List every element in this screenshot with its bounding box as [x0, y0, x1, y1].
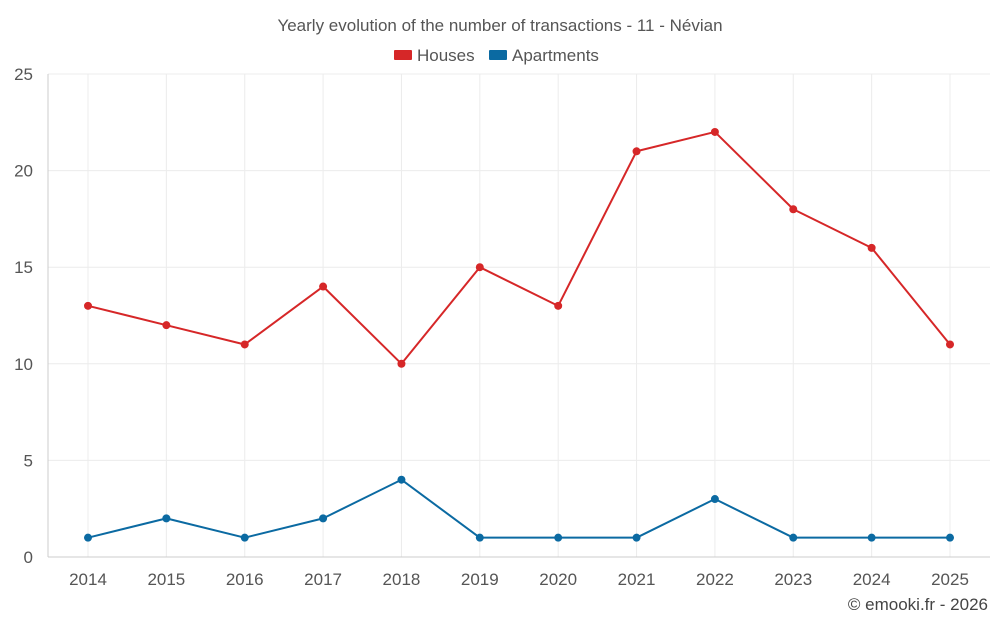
data-point-houses	[710, 127, 719, 136]
y-tick-label: 25	[14, 65, 33, 84]
data-point-apartments	[710, 495, 719, 504]
series-line-houses	[87, 130, 951, 365]
data-point-houses	[475, 263, 484, 272]
x-tick-label: 2020	[539, 570, 577, 589]
data-point-apartments	[946, 533, 954, 542]
data-point-houses	[789, 205, 798, 214]
x-tick-label: 2017	[304, 570, 342, 589]
data-point-houses	[84, 301, 92, 310]
x-tick-label: 2014	[69, 570, 107, 589]
data-point-apartments	[554, 533, 563, 542]
x-tick-label: 2022	[696, 570, 734, 589]
data-point-apartments	[240, 533, 249, 542]
data-point-houses	[632, 147, 641, 156]
y-tick-label: 5	[24, 451, 33, 470]
y-tick-label: 20	[14, 162, 33, 181]
data-point-houses	[946, 340, 954, 349]
data-point-houses	[162, 321, 171, 330]
grid	[48, 73, 990, 557]
legend-label-houses: Houses	[417, 46, 475, 65]
legend: Houses Apartments	[394, 46, 599, 65]
series-layer	[84, 127, 954, 542]
y-tick-label: 15	[14, 258, 33, 277]
data-point-apartments	[84, 533, 92, 542]
data-point-apartments	[397, 475, 406, 484]
data-point-houses	[867, 243, 876, 252]
x-tick-label: 2021	[618, 570, 656, 589]
data-point-apartments	[162, 514, 171, 523]
data-point-apartments	[475, 533, 484, 542]
legend-swatch-apartments	[489, 50, 507, 60]
data-point-apartments	[319, 514, 328, 523]
x-tick-label: 2018	[383, 570, 421, 589]
legend-swatch-houses	[394, 50, 412, 60]
data-point-apartments	[789, 533, 798, 542]
data-point-apartments	[867, 533, 876, 542]
x-tick-label: 2024	[853, 570, 891, 589]
x-tick-label: 2015	[147, 570, 185, 589]
data-point-houses	[397, 359, 406, 368]
series-apartments	[84, 475, 954, 542]
credit-text: © emooki.fr - 2026	[848, 595, 988, 614]
x-tick-label: 2023	[774, 570, 812, 589]
data-point-houses	[240, 340, 249, 349]
y-tick-label: 10	[14, 355, 33, 374]
data-point-apartments	[632, 533, 641, 542]
legend-label-apartments: Apartments	[512, 46, 599, 65]
series-houses	[84, 127, 954, 368]
x-tick-label: 2019	[461, 570, 499, 589]
x-tick-label: 2025	[931, 570, 969, 589]
series-line-apartments	[87, 478, 950, 539]
y-tick-label: 0	[24, 548, 33, 567]
x-tick-label: 2016	[226, 570, 264, 589]
data-point-houses	[319, 282, 328, 291]
chart-title: Yearly evolution of the number of transa…	[277, 16, 722, 35]
data-point-houses	[554, 301, 563, 310]
